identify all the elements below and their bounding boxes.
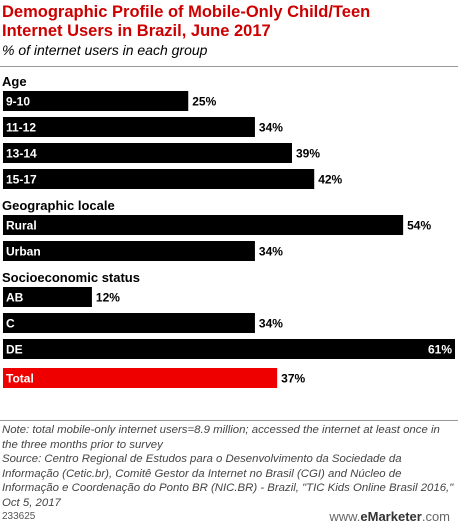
bar-value-label: 39% xyxy=(296,147,320,161)
bottom-divider xyxy=(0,420,458,421)
bar-category-label: 13-14 xyxy=(6,147,37,161)
group-header: Age xyxy=(2,74,27,89)
bar xyxy=(3,241,255,261)
bar xyxy=(3,368,278,388)
bar-value-label: 34% xyxy=(259,245,283,259)
bar-value-label: 25% xyxy=(192,95,216,109)
bar xyxy=(3,143,292,163)
brand-logo[interactable]: www.eMarketer.com xyxy=(329,509,450,524)
bar-value-label: 34% xyxy=(259,121,283,135)
bar-category-label: Rural xyxy=(6,219,37,233)
bar-value-label: 61% xyxy=(428,343,452,357)
bar-category-label: Total xyxy=(6,372,34,386)
bar-value-label: 54% xyxy=(407,219,431,233)
bar-value-label: 37% xyxy=(281,372,305,386)
group-header: Geographic locale xyxy=(2,198,115,213)
bar-category-label: 11-12 xyxy=(6,121,36,135)
chart-subtitle: % of internet users in each group xyxy=(2,42,208,58)
brand-name: eMarketer xyxy=(360,509,422,524)
brand-suffix: .com xyxy=(421,509,450,524)
note-text: Note: total mobile-only internet users=8… xyxy=(2,424,440,451)
bar xyxy=(3,91,189,111)
bar-category-label: 15-17 xyxy=(6,173,37,187)
bar-category-label: Urban xyxy=(6,245,41,259)
chart-title: Demographic Profile of Mobile-Only Child… xyxy=(2,3,371,40)
top-divider xyxy=(0,66,458,67)
source-text: Source: Centro Regional de Estudos para … xyxy=(2,453,454,509)
bar-category-label: 9-10 xyxy=(6,95,30,109)
bar-value-label: 34% xyxy=(259,317,283,331)
bar-category-label: DE xyxy=(6,343,23,357)
chart-notes: Note: total mobile-only internet users=8… xyxy=(2,423,456,511)
bar-category-label: AB xyxy=(6,291,24,305)
bar xyxy=(3,215,404,235)
bar xyxy=(3,169,315,189)
bar-chart: Age 9-10 25% 11-12 34% 13-14 39% 15-17 42% Geogra… xyxy=(2,74,455,388)
bar-value-label: 12% xyxy=(96,291,120,305)
bar xyxy=(3,339,455,359)
chart-id: 233625 xyxy=(2,511,36,522)
bar xyxy=(3,287,92,307)
brand-prefix: www. xyxy=(329,509,361,524)
bar-value-label: 42% xyxy=(318,173,342,187)
bar-category-label: C xyxy=(6,317,15,331)
bar xyxy=(3,313,255,333)
group-header: Socioeconomic status xyxy=(2,270,140,285)
bar xyxy=(3,117,255,137)
